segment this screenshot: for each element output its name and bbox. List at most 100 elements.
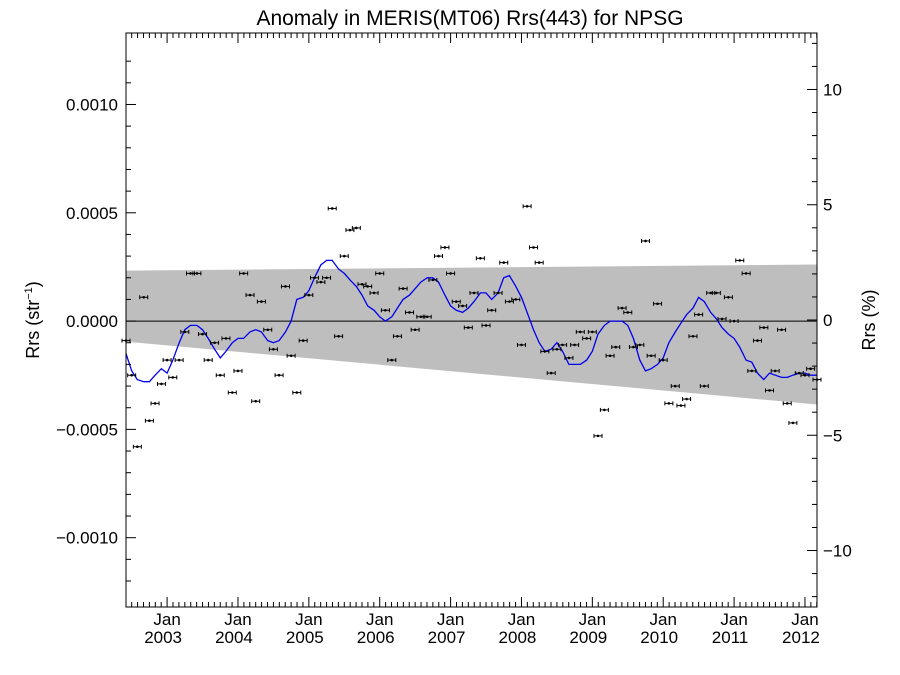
right-tick-label: 0 xyxy=(823,311,832,330)
point-marker xyxy=(437,254,440,258)
data-point xyxy=(327,206,337,211)
data-point xyxy=(558,342,568,347)
data-point xyxy=(723,295,733,300)
data-point xyxy=(575,329,585,334)
data-point xyxy=(198,332,208,337)
data-point xyxy=(522,204,532,209)
data-point xyxy=(493,290,503,295)
point-marker xyxy=(242,272,245,275)
point-marker xyxy=(213,341,216,345)
left-tick-label: 0.0000 xyxy=(66,312,118,331)
point-marker xyxy=(484,324,488,327)
point-marker xyxy=(756,339,759,342)
point-marker xyxy=(272,347,275,351)
data-point xyxy=(245,293,255,298)
point-marker xyxy=(378,272,382,275)
point-marker xyxy=(195,272,199,275)
point-marker xyxy=(153,402,157,405)
x-tick-month-label: Jan xyxy=(153,610,180,629)
x-tick-month-label: Jan xyxy=(224,610,251,629)
data-point xyxy=(504,299,514,304)
uncertainty-band xyxy=(126,264,817,405)
data-point xyxy=(747,368,757,373)
x-tick-year-label: 2007 xyxy=(428,628,466,647)
point-marker xyxy=(171,376,175,379)
point-marker xyxy=(425,315,429,319)
x-tick-year-label: 2006 xyxy=(357,628,395,647)
data-point xyxy=(717,316,727,321)
point-marker xyxy=(218,373,222,377)
data-point xyxy=(759,325,769,330)
point-marker xyxy=(549,371,553,375)
data-point xyxy=(481,323,491,328)
point-marker xyxy=(319,280,323,284)
point-marker xyxy=(555,347,559,351)
point-marker xyxy=(366,285,369,288)
data-point xyxy=(711,290,721,295)
data-point xyxy=(451,299,461,304)
data-point xyxy=(316,280,326,285)
point-marker xyxy=(567,356,571,360)
data-point xyxy=(546,371,556,376)
y-axis-left-label-main: Rrs (str xyxy=(23,300,43,359)
point-marker xyxy=(785,402,789,405)
data-point xyxy=(210,340,220,345)
data-point xyxy=(422,314,432,319)
data-point xyxy=(322,275,332,280)
point-marker xyxy=(596,434,600,438)
data-point xyxy=(233,368,243,373)
point-marker xyxy=(201,332,204,336)
point-marker xyxy=(130,373,133,377)
data-point xyxy=(274,373,284,378)
point-marker xyxy=(803,373,807,377)
data-point xyxy=(304,293,314,298)
point-marker xyxy=(413,328,417,332)
data-point xyxy=(617,306,627,311)
data-point xyxy=(688,334,698,339)
data-point xyxy=(564,355,574,360)
right-tick-label: −10 xyxy=(823,542,852,561)
data-point xyxy=(534,260,544,265)
data-point xyxy=(180,329,190,334)
y-axis-left-label-close: ) xyxy=(23,281,43,287)
data-point xyxy=(487,308,497,313)
data-point xyxy=(458,303,468,308)
x-tick-month-label: Jan xyxy=(649,610,676,629)
right-tick-label: −5 xyxy=(823,426,842,445)
x-tick-year-label: 2009 xyxy=(569,628,607,647)
point-marker xyxy=(720,317,724,321)
point-marker xyxy=(479,256,482,260)
point-marker xyxy=(649,354,653,358)
chart-title: Anomaly in MERIS(MT06) Rrs(443) for NPSG xyxy=(256,7,683,30)
point-marker xyxy=(142,295,146,299)
data-point xyxy=(570,342,580,347)
point-marker xyxy=(573,343,576,347)
data-point xyxy=(239,271,249,276)
axes: 0.0010 0.0005 0.0000 −0.0005 −0.0010 10 5 0 −5 −1… xyxy=(56,33,852,647)
point-marker xyxy=(656,302,659,306)
point-marker xyxy=(768,389,771,392)
point-marker xyxy=(295,391,299,394)
point-marker xyxy=(773,369,777,373)
point-marker xyxy=(325,276,328,280)
data-point xyxy=(529,245,539,250)
point-marker xyxy=(467,326,470,329)
smoothed-anomaly-line xyxy=(125,259,817,383)
data-point xyxy=(599,407,609,412)
point-marker xyxy=(638,343,642,347)
data-point xyxy=(434,254,444,259)
data-point xyxy=(203,358,213,363)
data-point xyxy=(215,373,225,378)
point-marker xyxy=(372,291,376,295)
point-marker xyxy=(136,445,139,449)
point-marker xyxy=(408,311,411,314)
point-marker xyxy=(313,276,316,280)
point-marker xyxy=(508,300,511,303)
data-point xyxy=(280,284,290,289)
point-marker xyxy=(449,272,452,275)
data-point xyxy=(516,342,526,347)
left-tick-label: 0.0005 xyxy=(66,204,118,223)
data-point xyxy=(635,342,645,347)
point-marker xyxy=(732,319,736,323)
left-tick-label: −0.0005 xyxy=(56,420,118,439)
